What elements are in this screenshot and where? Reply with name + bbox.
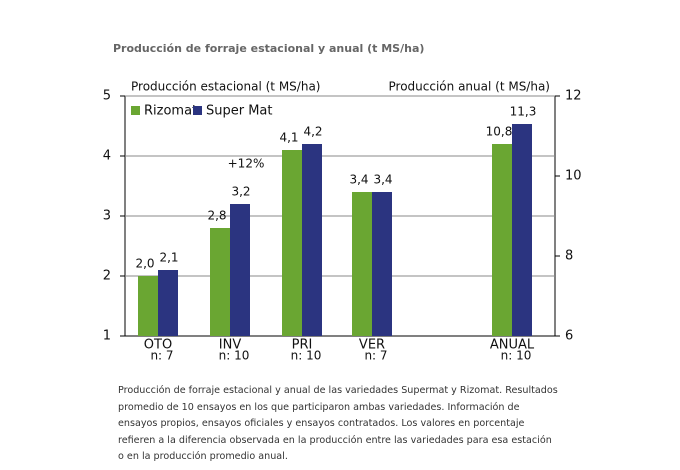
bar	[352, 192, 372, 336]
y-tick-label: 5	[103, 89, 111, 104]
bar	[302, 144, 322, 336]
y2-tick-label: 12	[565, 89, 582, 104]
category-note: n: 7	[150, 349, 173, 363]
value-label: 4,1	[279, 131, 298, 145]
category-note: n: 10	[219, 349, 250, 363]
value-label: 3,2	[231, 185, 250, 199]
bar	[138, 276, 158, 336]
bar	[230, 204, 250, 336]
value-label: 11,3	[510, 105, 537, 119]
x-tick-label: PRI	[292, 338, 313, 353]
legend-label: Rizomat	[144, 104, 197, 119]
bar	[512, 124, 532, 336]
bar	[372, 192, 392, 336]
category-note: n: 10	[291, 349, 322, 363]
bar	[492, 144, 512, 336]
x-tick-label: INV	[219, 338, 242, 353]
y2-axis-label: Producción anual (t MS/ha)	[389, 80, 550, 94]
y2-tick-label: 8	[565, 249, 573, 264]
y-tick-label: 2	[103, 269, 111, 284]
x-tick-label: VER	[359, 338, 385, 353]
x-tick-label: ANUAL	[490, 338, 535, 353]
y2-tick-label: 10	[565, 169, 582, 184]
x-tick-label: OTO	[144, 338, 172, 353]
y2-tick-label: 6	[565, 329, 573, 344]
y-tick-label: 4	[103, 149, 111, 164]
value-label: 2,0	[135, 257, 154, 271]
value-label: 4,2	[303, 125, 322, 139]
caption: Producción de forraje estacional y anual…	[118, 385, 558, 462]
category-note: n: 7	[364, 349, 387, 363]
chart: Producción de forraje estacional y anual…	[103, 42, 582, 363]
y-tick-label: 3	[103, 209, 111, 224]
value-label: 3,4	[373, 173, 392, 187]
bar	[210, 228, 230, 336]
bar	[282, 150, 302, 336]
y-tick-label: 1	[103, 329, 111, 344]
y-axis-label: Producción estacional (t MS/ha)	[131, 80, 320, 94]
value-label: 2,1	[159, 251, 178, 265]
bar	[158, 270, 178, 336]
annotation: +12%	[228, 157, 265, 171]
legend-swatch	[131, 106, 140, 115]
legend-swatch	[193, 106, 202, 115]
chart-title: Producción de forraje estacional y anual…	[113, 42, 424, 55]
value-label: 3,4	[349, 173, 368, 187]
category-note: n: 10	[501, 349, 532, 363]
legend-label: Super Mat	[206, 104, 273, 119]
value-label: 10,8	[486, 125, 513, 139]
value-label: 2,8	[207, 209, 226, 223]
